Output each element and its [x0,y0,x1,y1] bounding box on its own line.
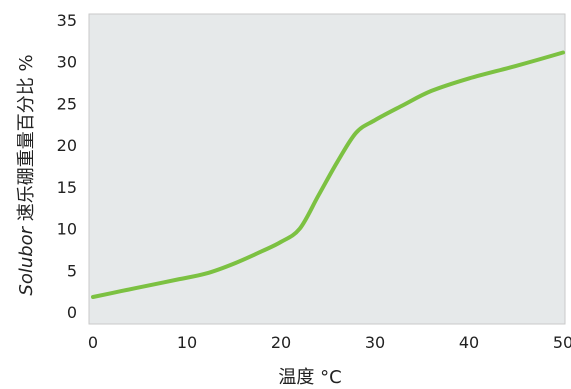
y-tick-label: 20 [57,136,77,155]
x-tick-label: 30 [365,333,385,352]
x-axis-title: 温度 °C [278,367,341,388]
x-tick-label: 0 [88,333,98,352]
x-tick-label: 10 [177,333,197,352]
y-tick-label: 35 [57,11,77,30]
y-tick-label: 0 [67,303,77,322]
y-axis-title-rest: 速乐硼重量百分比 % [16,54,37,227]
y-axis-title: Solubor 速乐硼重量百分比 % [16,54,37,295]
x-tick-label: 50 [553,333,571,352]
y-axis-ticks: 0 5 10 15 20 25 30 35 [57,11,77,322]
x-axis-ticks: 0 10 20 30 40 50 [88,333,571,352]
x-tick-label: 20 [271,333,291,352]
plot-area [88,13,566,325]
y-axis-title-italic: Solubor [16,225,37,295]
y-tick-label: 5 [67,261,77,280]
y-tick-label: 25 [57,94,77,113]
x-tick-label: 40 [459,333,479,352]
y-tick-label: 10 [57,220,77,239]
y-tick-label: 30 [57,53,77,72]
series-line [91,50,565,299]
y-tick-label: 15 [57,178,77,197]
